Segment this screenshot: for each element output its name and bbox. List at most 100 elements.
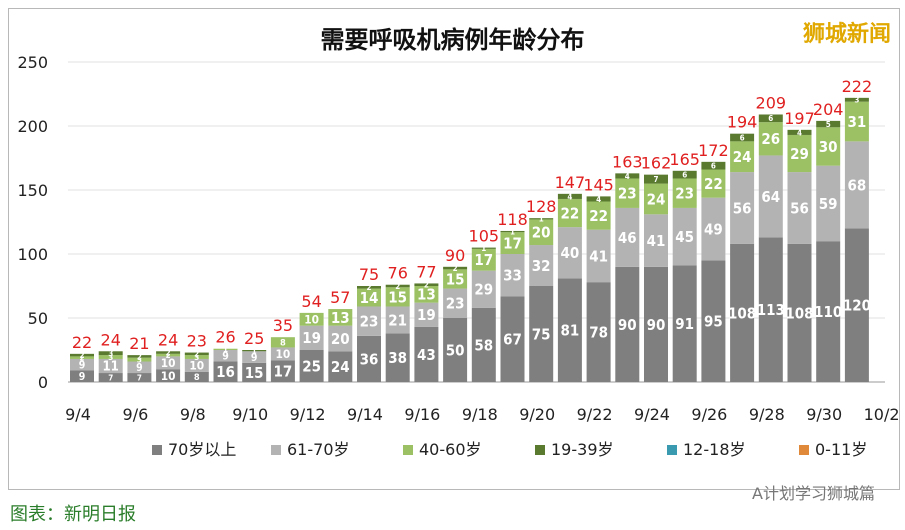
x-tick-label: 9/22 — [577, 405, 613, 424]
bar-segment — [730, 243, 755, 382]
segment-value-label: 22 — [589, 207, 608, 225]
segment-value-label: 29 — [474, 281, 493, 299]
bar-segment — [443, 318, 468, 382]
segment-value-label: 2 — [166, 348, 171, 357]
segment-value-label: 10 — [161, 356, 176, 370]
bar-segment — [328, 325, 353, 352]
bar-segment — [414, 283, 439, 286]
bar-segment — [184, 355, 209, 359]
total-value-label: 194 — [727, 113, 758, 132]
bar-segment — [357, 306, 381, 336]
bar-segment — [615, 207, 640, 267]
bar-segment — [644, 174, 668, 184]
segment-value-label: 19 — [417, 306, 436, 324]
bar-segment — [557, 278, 582, 382]
segment-value-label: 4 — [567, 192, 572, 201]
segment-value-label: 6 — [682, 171, 687, 180]
total-value-label: 165 — [669, 150, 700, 169]
segment-value-label: 59 — [819, 195, 838, 213]
total-value-label: 75 — [359, 265, 379, 284]
segment-value-label: 78 — [589, 323, 608, 341]
bar-segment — [357, 288, 381, 307]
segment-value-label: 10 — [161, 369, 176, 383]
total-value-label: 105 — [469, 227, 500, 246]
segment-value-label: 2 — [79, 354, 84, 363]
segment-value-label: 113 — [757, 301, 785, 319]
bar-segment — [758, 122, 783, 156]
bar-segment — [299, 350, 324, 382]
segment-value-label: 36 — [360, 350, 379, 368]
bar-segment — [557, 193, 582, 199]
segment-value-label: 41 — [647, 232, 666, 250]
bar-segment — [758, 114, 783, 123]
total-value-label: 209 — [756, 93, 787, 112]
segment-value-label: 19 — [302, 329, 321, 347]
legend-label: 12-18岁 — [683, 440, 746, 459]
bar-segment — [787, 172, 812, 244]
segment-value-label: 64 — [761, 188, 780, 206]
bar-segment — [816, 165, 841, 242]
segment-value-label: 15 — [446, 270, 465, 288]
segment-value-label: 24 — [733, 148, 752, 166]
bar-segment — [328, 309, 353, 326]
total-value-label: 23 — [187, 332, 207, 351]
segment-value-label: 3 — [137, 355, 142, 364]
bar-segment — [500, 296, 525, 382]
segment-value-label: 50 — [446, 341, 465, 359]
segment-value-label: 11 — [103, 360, 119, 375]
bar-segment — [70, 353, 94, 357]
bar-segment — [471, 248, 496, 271]
segment-value-label: 56 — [790, 199, 809, 217]
segment-value-label: 4 — [625, 172, 630, 181]
bar-segment — [529, 286, 554, 382]
bar-segment — [213, 350, 238, 362]
bar-segment — [414, 326, 439, 382]
segment-value-label: 10 — [189, 359, 204, 373]
segment-value-label: 2 — [137, 352, 142, 361]
brand-watermark: 狮城新闻 — [802, 21, 891, 47]
bar-segment — [672, 207, 697, 266]
bar-segment — [98, 373, 123, 382]
bar-segment — [156, 356, 181, 370]
segment-value-label: 9 — [79, 371, 86, 383]
bar-segment — [184, 358, 209, 372]
segment-value-label: 110 — [814, 303, 842, 321]
segment-value-label: 10 — [276, 347, 291, 361]
legend-label: 61-70岁 — [287, 440, 350, 459]
bar-segment — [127, 357, 152, 362]
bar-segment — [156, 369, 181, 382]
segment-value-label: 3 — [194, 353, 199, 362]
bar-segment — [385, 333, 410, 382]
bar-segment — [615, 173, 640, 179]
bar-segment — [443, 269, 468, 289]
segment-value-label: 17 — [503, 235, 522, 253]
legend-swatch — [403, 445, 413, 455]
segment-value-label: 23 — [618, 185, 637, 203]
segment-value-label: 15 — [388, 288, 407, 306]
legend-label: 0-11岁 — [815, 440, 867, 459]
segment-value-label: 13 — [417, 286, 436, 304]
total-value-label: 147 — [555, 173, 586, 192]
bar-segment — [443, 266, 468, 270]
bar-segment — [414, 302, 439, 327]
bar-segment — [701, 169, 726, 198]
bar-segment — [787, 134, 812, 173]
segment-value-label: 15 — [245, 364, 264, 382]
x-tick-label: 9/8 — [180, 405, 206, 424]
bar-segment — [270, 347, 295, 361]
segment-value-label: 2 — [79, 351, 84, 360]
bar-segment — [644, 214, 668, 267]
y-tick-label: 250 — [17, 53, 48, 72]
bar-segment — [529, 218, 554, 220]
bar-segment — [242, 350, 267, 352]
segment-value-label: 14 — [360, 289, 379, 307]
legend-label: 40-60岁 — [419, 440, 482, 459]
segment-value-label: 3 — [108, 349, 113, 358]
bar-segment — [127, 355, 152, 358]
bar-segment — [500, 254, 525, 297]
bar-segment — [98, 358, 123, 374]
legend-label: 19-39岁 — [551, 440, 614, 459]
total-value-label: 26 — [215, 328, 235, 347]
bar-segment — [98, 351, 123, 356]
total-value-label: 77 — [416, 262, 436, 281]
